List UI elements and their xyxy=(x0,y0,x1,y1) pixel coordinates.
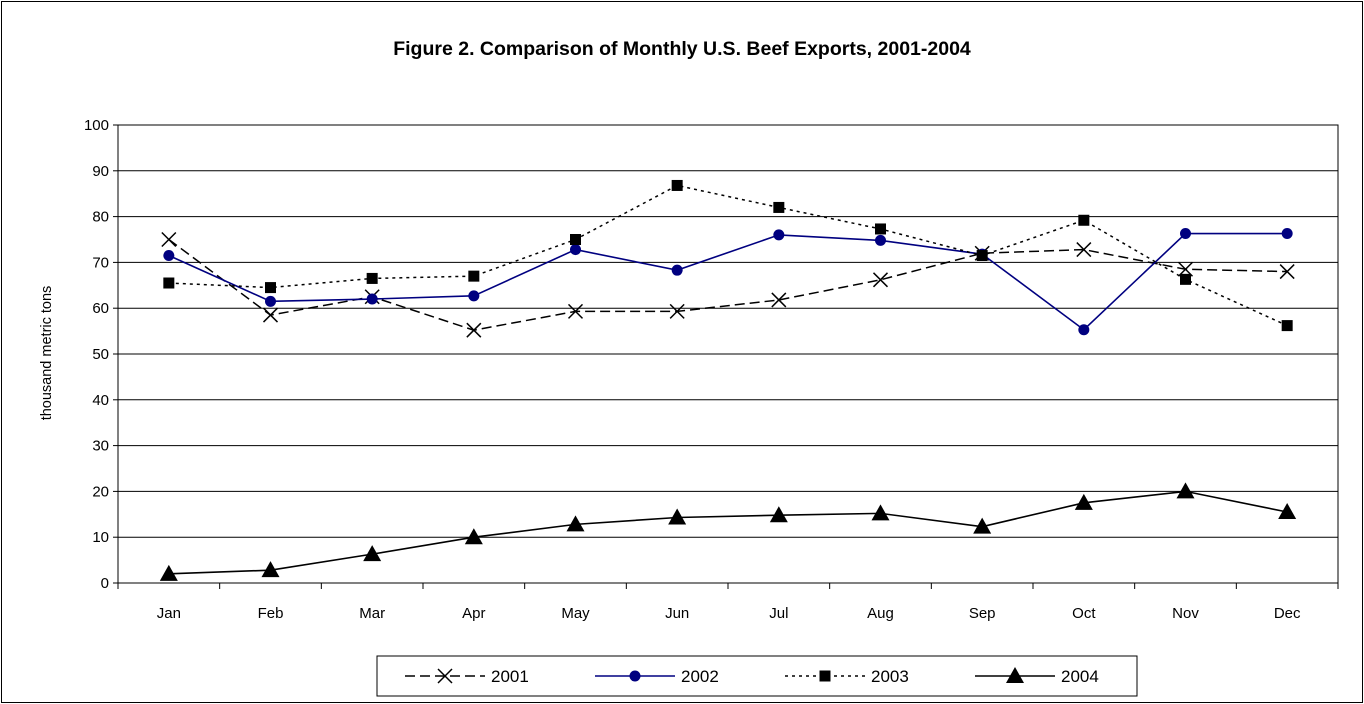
data-point-2002 xyxy=(875,234,886,246)
data-point-2003 xyxy=(875,223,886,235)
y-tick-label: 70 xyxy=(92,254,109,271)
x-tick-label: Mar xyxy=(359,605,385,622)
legend-label-2003: 2003 xyxy=(871,667,909,686)
y-tick-label: 20 xyxy=(92,483,109,500)
data-point-2002 xyxy=(1078,324,1090,336)
legend-label-2001: 2001 xyxy=(491,667,529,686)
data-point-2004 xyxy=(261,561,280,578)
data-point-2004 xyxy=(464,528,483,545)
legend: 2001 2002 2003 2004 xyxy=(376,655,1138,697)
legend-label-2002: 2002 xyxy=(681,667,719,686)
data-point-2004 xyxy=(363,545,382,562)
x-marker-stroke xyxy=(567,303,584,319)
data-point-2004 xyxy=(1176,482,1195,499)
x-tick-label: Jul xyxy=(769,605,788,622)
legend-marker-2002 xyxy=(629,670,641,682)
x-tick-label: Sep xyxy=(969,605,996,622)
data-point-2002 xyxy=(671,264,683,276)
data-point-2004 xyxy=(566,515,585,532)
data-point-2003 xyxy=(1078,214,1090,226)
data-point-2001 xyxy=(1279,264,1295,280)
data-point-2001 xyxy=(771,292,787,308)
legend-marker-2001 xyxy=(437,668,453,684)
data-point-2002 xyxy=(570,244,581,256)
chart-title: Figure 2. Comparison of Monthly U.S. Bee… xyxy=(393,38,971,60)
data-point-2004 xyxy=(769,506,788,523)
data-point-2001 xyxy=(262,307,279,323)
plot-area: 0 10 20 30 40 50 60 70 80 90 100 Jan Feb Mar Apr May Jun… xyxy=(84,117,1339,622)
x-tick-label: Jan xyxy=(157,605,181,622)
data-point-2003 xyxy=(671,179,683,191)
series-line-2002 xyxy=(168,232,1288,331)
data-point-2003 xyxy=(976,250,988,262)
data-point-2001 xyxy=(1076,242,1092,258)
data-point-2003 xyxy=(468,270,480,282)
series-line-2004 xyxy=(168,490,1288,575)
data-point-2001 xyxy=(161,231,177,248)
data-point-2004 xyxy=(1278,503,1297,520)
data-point-2003 xyxy=(163,277,175,289)
x-marker-stroke xyxy=(771,292,787,308)
x-tick-label: Feb xyxy=(258,605,284,622)
data-point-2001 xyxy=(872,272,889,288)
data-point-2002 xyxy=(1180,228,1191,240)
data-point-2004 xyxy=(668,508,687,525)
y-tick-label: 90 xyxy=(92,163,109,180)
data-point-2004 xyxy=(1074,493,1093,510)
x-marker-stroke xyxy=(1076,242,1092,258)
y-tick-label: 30 xyxy=(92,438,109,455)
data-point-2002 xyxy=(265,295,276,307)
data-point-2002 xyxy=(163,250,175,262)
data-point-2004 xyxy=(973,517,992,534)
x-tick-label: Jun xyxy=(665,605,689,622)
data-point-2003 xyxy=(265,282,276,294)
data-point-2002 xyxy=(366,293,378,305)
data-point-2002 xyxy=(773,229,785,241)
data-point-2004 xyxy=(159,564,178,581)
x-marker-stroke xyxy=(161,231,177,248)
y-tick-label: 100 xyxy=(84,117,109,134)
legend-marker-2003 xyxy=(819,670,831,682)
data-point-2003 xyxy=(570,234,581,245)
y-tick-label: 80 xyxy=(92,209,109,226)
data-point-2003 xyxy=(366,272,378,284)
data-point-2001 xyxy=(669,303,685,319)
data-point-2004 xyxy=(871,504,890,521)
y-tick-label: 50 xyxy=(92,346,109,363)
data-point-2003 xyxy=(1281,320,1293,332)
x-tick-label: Apr xyxy=(462,605,485,622)
data-point-2002 xyxy=(468,290,480,302)
legend-marker-2004 xyxy=(1006,667,1024,683)
data-point-2002 xyxy=(1281,228,1293,240)
x-marker-stroke xyxy=(669,303,685,319)
x-tick-label: Oct xyxy=(1072,605,1096,622)
y-tick-label: 0 xyxy=(101,575,109,592)
x-marker-stroke xyxy=(872,272,889,288)
y-tick-label: 10 xyxy=(92,529,109,546)
y-tick-label: 60 xyxy=(92,300,109,317)
x-marker-stroke xyxy=(437,668,453,684)
legend-label-2004: 2004 xyxy=(1061,667,1099,686)
x-tick-label: Aug xyxy=(867,605,894,622)
data-point-2001 xyxy=(567,303,584,319)
x-marker-stroke xyxy=(466,322,482,338)
data-point-2003 xyxy=(773,201,785,213)
x-marker-stroke xyxy=(262,307,279,323)
x-tick-label: May xyxy=(561,605,590,622)
x-marker-stroke xyxy=(1279,264,1295,280)
y-tick-label: 40 xyxy=(92,392,109,409)
x-tick-label: Dec xyxy=(1274,605,1301,622)
data-point-2003 xyxy=(1180,273,1191,285)
data-point-2001 xyxy=(466,322,482,338)
series-line-2003 xyxy=(168,184,1288,327)
x-tick-label: Nov xyxy=(1172,605,1199,622)
y-axis-label: thousand metric tons xyxy=(39,286,55,421)
